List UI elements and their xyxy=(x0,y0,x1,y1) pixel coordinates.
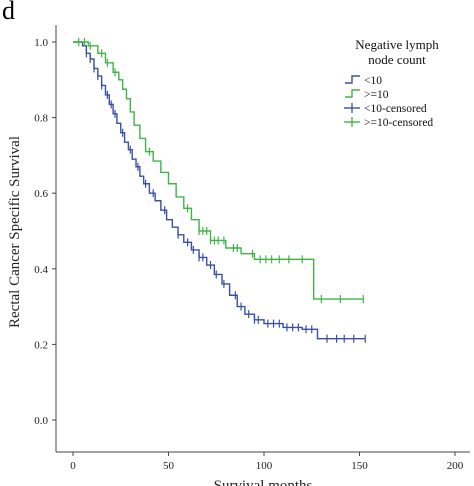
x-tick-label: 50 xyxy=(163,460,175,472)
y-tick-label: 0.8 xyxy=(34,113,48,125)
legend-entry-label: <10-censored xyxy=(364,103,427,115)
legend-swatch-line xyxy=(345,89,360,98)
legend-entry-label: <10 xyxy=(364,75,382,87)
axes: 0.0 0.2 0.4 0.6 0.8 1.0 0 50 100 150 200 Rectal Can… xyxy=(7,25,470,486)
legend-title-line1: Negative lymph xyxy=(355,37,439,52)
y-tick-label: 1.0 xyxy=(34,37,48,49)
x-tick-label: 100 xyxy=(256,460,273,472)
series-layer xyxy=(73,38,366,343)
x-tick-label: 200 xyxy=(447,460,464,472)
y-tick-label: 0.2 xyxy=(34,339,48,351)
series-less-than-10-curve xyxy=(73,41,366,340)
legend-title-line2: node count xyxy=(368,52,426,67)
y-tick-label: 0.0 xyxy=(34,415,48,427)
x-tick-label: 0 xyxy=(70,460,76,472)
x-tick-label: 150 xyxy=(351,460,368,472)
y-tick-label: 0.4 xyxy=(34,264,48,276)
x-axis-title: Survival months xyxy=(214,478,313,486)
panel-label: d xyxy=(2,0,15,25)
legend-entry-label: >=10-censored xyxy=(364,117,433,129)
y-axis-title: Rectal Cancer Specific Survival xyxy=(7,136,23,328)
series-greater-equal-10-curve xyxy=(73,41,364,300)
legend-swatch-line xyxy=(345,75,360,84)
legend-entry-label: >=10 xyxy=(364,89,389,101)
y-tick-label: 0.6 xyxy=(34,188,48,200)
